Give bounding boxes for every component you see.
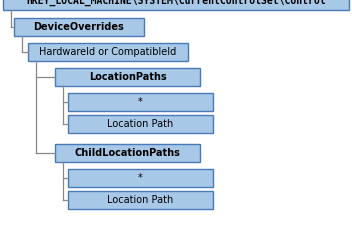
Text: HardwareId or CompatibleId: HardwareId or CompatibleId bbox=[39, 47, 177, 57]
Text: Location Path: Location Path bbox=[107, 119, 174, 129]
FancyBboxPatch shape bbox=[28, 43, 188, 61]
FancyBboxPatch shape bbox=[68, 169, 213, 187]
Text: LocationPaths: LocationPaths bbox=[89, 72, 166, 82]
Text: DeviceOverrides: DeviceOverrides bbox=[34, 22, 124, 32]
Text: ChildLocationPaths: ChildLocationPaths bbox=[75, 148, 181, 158]
FancyBboxPatch shape bbox=[55, 68, 200, 86]
FancyBboxPatch shape bbox=[68, 115, 213, 133]
Text: *: * bbox=[138, 173, 143, 183]
Text: *: * bbox=[138, 97, 143, 107]
FancyBboxPatch shape bbox=[3, 0, 349, 10]
Text: HKEY_LOCAL_MACHINE\SYSTEM\CurrentControlSet\Control: HKEY_LOCAL_MACHINE\SYSTEM\CurrentControl… bbox=[26, 0, 326, 6]
FancyBboxPatch shape bbox=[68, 93, 213, 111]
FancyBboxPatch shape bbox=[14, 18, 144, 36]
Text: Location Path: Location Path bbox=[107, 195, 174, 205]
FancyBboxPatch shape bbox=[68, 191, 213, 209]
FancyBboxPatch shape bbox=[55, 144, 200, 162]
